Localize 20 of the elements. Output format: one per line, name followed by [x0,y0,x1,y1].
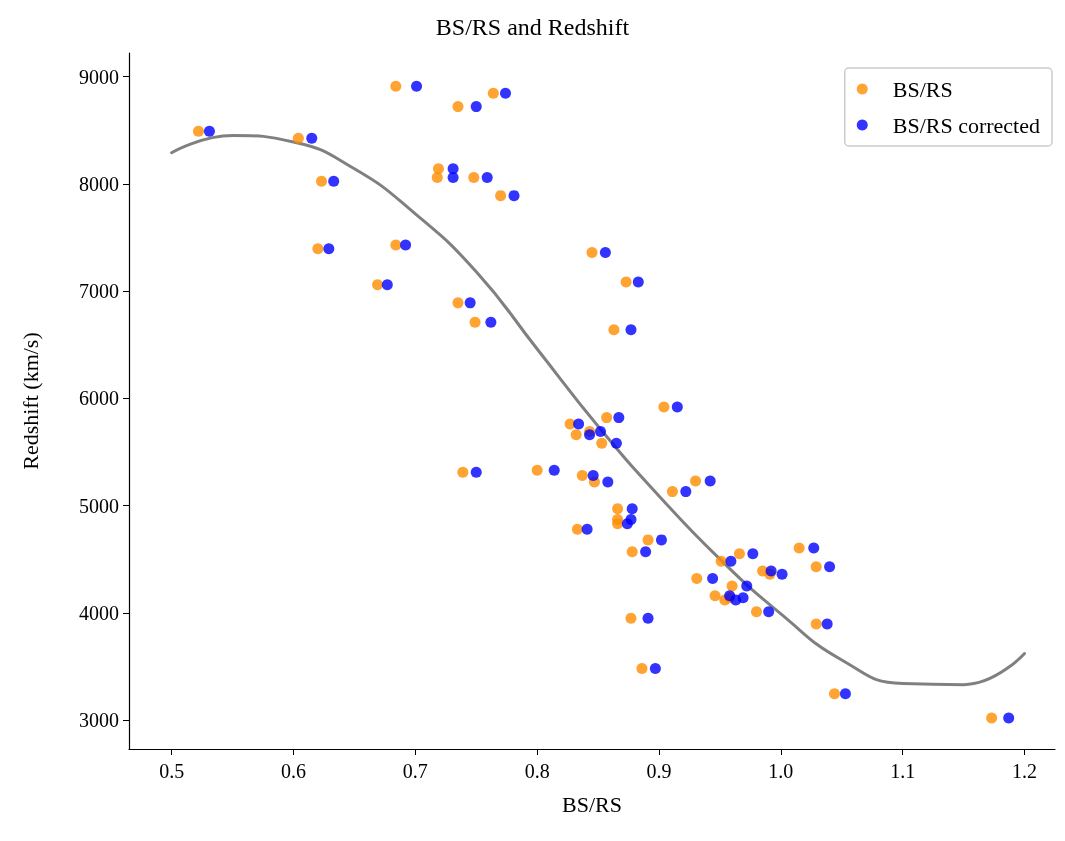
x-tick-label: 0.5 [159,760,185,782]
y-tick-label: 9000 [79,65,119,88]
y-tick-label: 4000 [79,601,119,624]
x-tick-label: 0.6 [280,760,306,782]
x-axis-title: BS/RS [562,791,622,817]
y-tick-label: 8000 [79,172,119,195]
y-tick-label: 5000 [79,494,119,517]
chart-title: BS/RS and Redshift [435,14,630,40]
x-tick-label: 1.1 [890,760,916,782]
y-axis-title: Redshift (km/s) [17,332,43,470]
x-tick-label: 0.9 [646,760,672,782]
x-tick-label: 1.0 [768,760,794,782]
x-tick-label: 1.2 [1012,760,1038,782]
legend-label: BS/RS [892,76,953,102]
y-tick-label: 7000 [79,280,119,303]
x-tick-label: 0.8 [524,760,550,782]
y-tick-label: 6000 [79,387,119,410]
legend-label: BS/RS corrected [892,112,1041,138]
y-tick-label: 3000 [79,709,119,732]
x-tick-label: 0.7 [402,760,428,782]
